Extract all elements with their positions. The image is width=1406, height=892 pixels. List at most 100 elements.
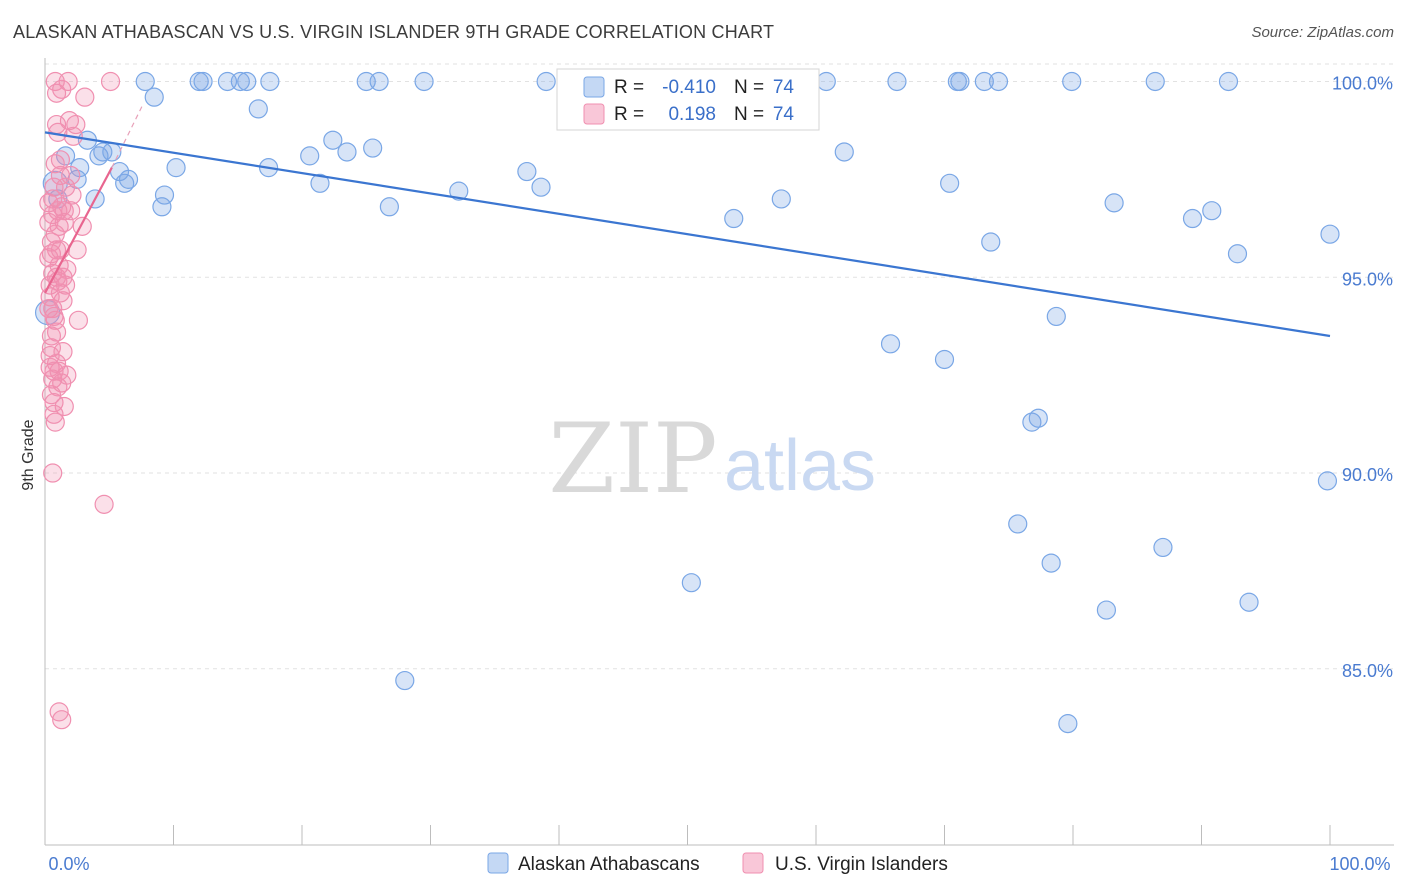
point-us-virgin-islander — [62, 185, 82, 205]
trend-line-us-virgin-islander-extension — [111, 104, 144, 168]
point-alaskan-athabascan — [323, 130, 343, 150]
point-alaskan-athabascan — [135, 71, 155, 92]
point-alaskan-athabascan — [193, 71, 213, 92]
point-alaskan-athabascan — [1239, 592, 1259, 612]
point-us-virgin-islander — [58, 71, 78, 92]
point-alaskan-athabascan — [531, 177, 551, 197]
legend-n-value-1: 74 — [773, 77, 795, 98]
point-alaskan-athabascan — [300, 146, 320, 166]
bottom-legend: Alaskan Athabascans U.S. Virgin Islander… — [487, 852, 948, 875]
point-alaskan-athabascan — [1041, 553, 1061, 573]
point-us-virgin-islander — [43, 205, 63, 225]
legend-r-label-2: R = — [614, 104, 644, 125]
legend-n-value-2: 74 — [773, 104, 795, 125]
point-alaskan-athabascan — [1320, 224, 1340, 244]
axes: 85.0% 90.0% 95.0% 100.0% — [44, 58, 1394, 846]
point-us-virgin-islander — [44, 361, 64, 381]
point-alaskan-athabascan — [887, 71, 907, 92]
point-us-virgin-islander — [43, 189, 63, 209]
x-tick-label-min: 0.0% — [48, 854, 89, 874]
point-alaskan-athabascan — [260, 71, 280, 92]
legend-r-value-2: 0.198 — [668, 104, 716, 125]
bottom-legend-swatch-blue — [487, 852, 509, 874]
point-alaskan-athabascan — [681, 573, 701, 593]
point-us-virgin-islander — [75, 87, 95, 107]
source-label: Source: ZipAtlas.com — [1251, 24, 1394, 41]
point-alaskan-athabascan — [1182, 208, 1203, 229]
point-alaskan-athabascan — [1046, 306, 1066, 327]
watermark: ZIP atlas — [548, 403, 876, 515]
point-alaskan-athabascan — [230, 71, 250, 92]
point-us-virgin-islander — [100, 71, 121, 92]
point-us-virgin-islander — [54, 212, 74, 233]
point-alaskan-athabascan — [152, 197, 172, 217]
point-alaskan-athabascan — [1058, 714, 1078, 734]
point-us-virgin-islander — [54, 396, 74, 417]
point-alaskan-athabascan — [771, 189, 791, 209]
point-alaskan-athabascan — [816, 71, 836, 92]
point-alaskan-athabascan — [1202, 201, 1222, 221]
point-alaskan-athabascan — [940, 173, 960, 193]
point-us-virgin-islander — [61, 201, 81, 221]
y-axis-label: 9th Grade — [20, 419, 37, 490]
point-alaskan-athabascan — [834, 142, 854, 162]
point-alaskan-athabascan — [1153, 537, 1173, 558]
point-alaskan-athabascan — [950, 71, 970, 92]
point-alaskan-athabascan — [981, 232, 1001, 252]
bottom-legend-label-pink: U.S. Virgin Islanders — [775, 854, 948, 875]
legend-swatch-blue — [583, 76, 605, 98]
point-alaskan-athabascan — [974, 71, 994, 92]
point-us-virgin-islander — [50, 165, 71, 186]
bottom-legend-swatch-pink — [742, 852, 764, 874]
point-us-virgin-islander — [45, 412, 65, 432]
point-us-virgin-islander — [66, 114, 86, 135]
point-alaskan-athabascan — [1096, 600, 1117, 620]
point-alaskan-athabascan — [1218, 71, 1239, 92]
point-us-virgin-islander — [94, 494, 114, 514]
y-tick-label: 85.0% — [1342, 661, 1393, 681]
point-alaskan-athabascan — [154, 185, 175, 205]
legend-r-label-1: R = — [614, 77, 644, 98]
y-tick-label: 100.0% — [1332, 73, 1393, 93]
point-alaskan-athabascan — [369, 71, 389, 92]
point-alaskan-athabascan — [144, 87, 164, 107]
point-alaskan-athabascan — [536, 71, 556, 92]
point-alaskan-athabascan — [1062, 71, 1082, 92]
point-us-virgin-islander — [52, 710, 72, 730]
point-alaskan-athabascan — [310, 173, 330, 193]
points-layer — [34, 71, 1340, 734]
point-alaskan-athabascan — [379, 197, 399, 217]
point-us-virgin-islander — [43, 463, 63, 483]
bottom-legend-label-blue: Alaskan Athabascans — [518, 854, 700, 875]
point-us-virgin-islander — [52, 79, 72, 99]
point-alaskan-athabascan — [363, 138, 383, 158]
trend-line-alaskan-athabascan — [44, 131, 1331, 338]
point-alaskan-athabascan — [102, 142, 122, 162]
chart-title: ALASKAN ATHABASCAN VS U.S. VIRGIN ISLAND… — [13, 22, 775, 42]
y-tick-label: 90.0% — [1342, 465, 1393, 485]
point-us-virgin-islander — [57, 365, 77, 385]
point-us-virgin-islander — [53, 342, 73, 362]
point-us-virgin-islander — [68, 310, 89, 330]
point-alaskan-athabascan — [1028, 408, 1048, 428]
point-alaskan-athabascan — [1104, 193, 1124, 213]
point-alaskan-athabascan — [1317, 471, 1338, 491]
y-tick-label: 95.0% — [1342, 269, 1393, 289]
point-us-virgin-islander — [45, 154, 65, 174]
legend-swatch-pink — [583, 103, 605, 125]
point-alaskan-athabascan — [337, 142, 357, 162]
legend-r-value-1: -0.410 — [662, 77, 716, 98]
point-alaskan-athabascan — [166, 158, 186, 178]
point-alaskan-athabascan — [724, 208, 744, 229]
point-us-virgin-islander — [41, 326, 62, 346]
x-tick-label-max: 100.0% — [1329, 854, 1390, 874]
watermark-zip: ZIP — [548, 403, 717, 515]
trend-line-us-virgin-islander — [44, 167, 113, 294]
point-us-virgin-islander — [46, 114, 67, 135]
trend-lines — [44, 104, 1331, 338]
point-alaskan-athabascan — [248, 99, 268, 119]
correlation-legend: R = -0.410 N = 74 R = 0.198 N = 74 — [556, 68, 820, 131]
legend-n-label-1: N = — [734, 77, 764, 98]
point-alaskan-athabascan — [1227, 244, 1248, 264]
